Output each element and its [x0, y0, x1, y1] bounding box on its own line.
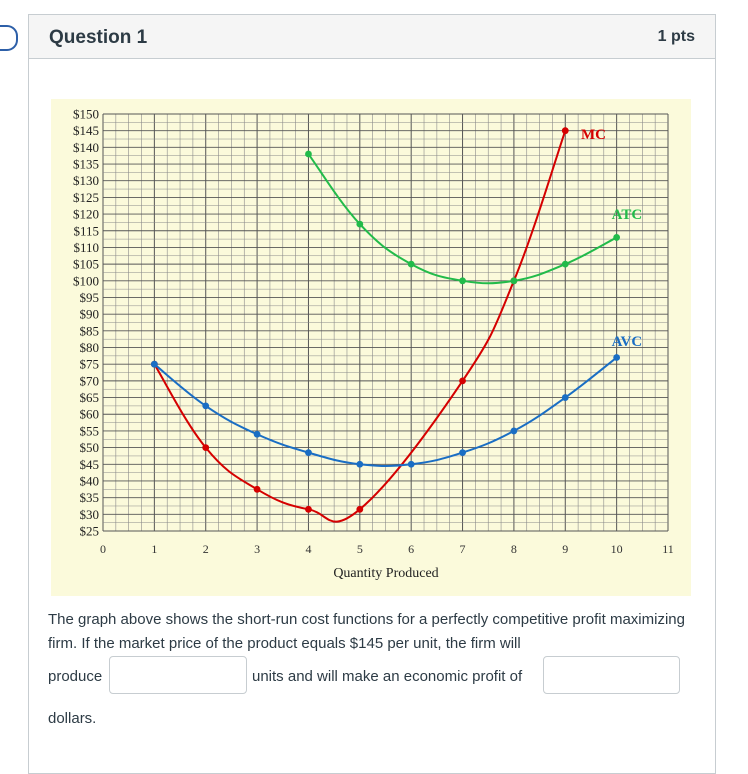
avc-curve	[153, 356, 618, 468]
y-tick-label: $90	[80, 307, 100, 322]
atc-label: ATC	[612, 207, 643, 223]
x-tick-label: 8	[511, 542, 517, 556]
atc-point	[305, 150, 312, 158]
avc-point	[150, 360, 158, 368]
question-points: 1 pts	[657, 28, 695, 45]
y-tick-label: $60	[80, 407, 100, 422]
avc-label: AVC	[612, 334, 643, 350]
y-tick-label: $95	[80, 290, 100, 305]
chart-series	[150, 127, 621, 523]
x-tick-label: 1	[151, 542, 157, 556]
y-tick-label: $30	[80, 507, 100, 522]
y-tick-label: $25	[80, 524, 100, 539]
y-tick-label: $85	[80, 323, 100, 338]
avc-point	[253, 430, 261, 438]
y-tick-label: $100	[73, 273, 99, 288]
x-tick-label: 0	[100, 542, 106, 556]
y-tick-label: $35	[80, 490, 100, 505]
mc-point	[356, 505, 364, 513]
atc-point	[356, 220, 364, 228]
produce-label: produce	[48, 668, 103, 685]
atc-point	[510, 277, 518, 285]
x-tick-label: 3	[254, 542, 260, 556]
x-tick-label: 6	[408, 542, 414, 556]
cost-curves-chart: $25$30$35$40$45$50$55$60$65$70$75$80$85$…	[51, 99, 691, 596]
y-tick-label: $75	[80, 357, 100, 372]
units-profit-label: units and will make an economic profit o…	[252, 668, 523, 685]
y-tick-label: $115	[73, 223, 99, 238]
question-header: Question 1 1 pts	[29, 15, 715, 59]
y-tick-label: $150	[73, 107, 99, 122]
mc-label: MC	[581, 127, 606, 143]
x-tick-label: 7	[460, 542, 466, 556]
atc-point	[561, 260, 569, 268]
series-labels: MC ATC AVC	[581, 127, 642, 350]
mc-point	[253, 485, 261, 493]
atc-point	[459, 277, 466, 285]
y-tick-label: $65	[80, 390, 100, 405]
avc-point	[510, 427, 518, 435]
y-tick-label: $130	[73, 173, 99, 188]
y-tick-label: $50	[80, 440, 100, 455]
x-tick-label: 10	[611, 542, 623, 556]
x-axis-label: Quantity Produced	[333, 566, 438, 581]
y-tick-label: $40	[80, 473, 100, 488]
y-tick-label: $45	[80, 457, 100, 472]
avc-point	[407, 460, 415, 468]
y-tick-label: $55	[80, 423, 100, 438]
x-tick-label: 2	[203, 542, 209, 556]
mc-point	[561, 127, 569, 135]
avc-point	[459, 449, 466, 457]
x-tick-label: 9	[562, 542, 568, 556]
y-tick-label: $70	[80, 373, 100, 388]
mc-point	[202, 444, 210, 451]
avc-point	[202, 402, 210, 410]
y-tick-label: $110	[73, 240, 99, 255]
question-title: Question 1	[49, 27, 148, 48]
question-tab-marker	[0, 25, 18, 51]
avc-point	[356, 460, 364, 468]
avc-point	[613, 354, 621, 361]
avc-point	[305, 449, 312, 457]
quantity-answer-input[interactable]	[109, 656, 247, 694]
atc-point	[407, 260, 415, 268]
y-tick-label: $135	[73, 157, 99, 172]
y-tick-label: $125	[73, 190, 99, 205]
x-tick-labels: 0 1 2 3 4 5 6 7 8 9 10 11	[100, 542, 674, 556]
mc-point	[459, 377, 466, 385]
y-tick-label: $145	[73, 123, 99, 138]
question-text: The graph above shows the short-run cost…	[48, 611, 685, 652]
x-tick-label: 4	[305, 542, 311, 556]
y-tick-labels: $25$30$35$40$45$50$55$60$65$70$75$80$85$…	[73, 107, 99, 539]
dollars-label: dollars.	[48, 710, 97, 727]
profit-answer-input[interactable]	[543, 656, 680, 694]
avc-point	[561, 394, 569, 401]
atc-point	[613, 234, 621, 241]
x-tick-label: 5	[357, 542, 363, 556]
y-tick-label: $120	[73, 207, 99, 222]
y-tick-label: $140	[73, 140, 99, 155]
y-tick-label: $105	[73, 257, 99, 272]
x-tick-label: 11	[662, 542, 674, 556]
y-tick-label: $80	[80, 340, 100, 355]
mc-point	[305, 505, 312, 513]
